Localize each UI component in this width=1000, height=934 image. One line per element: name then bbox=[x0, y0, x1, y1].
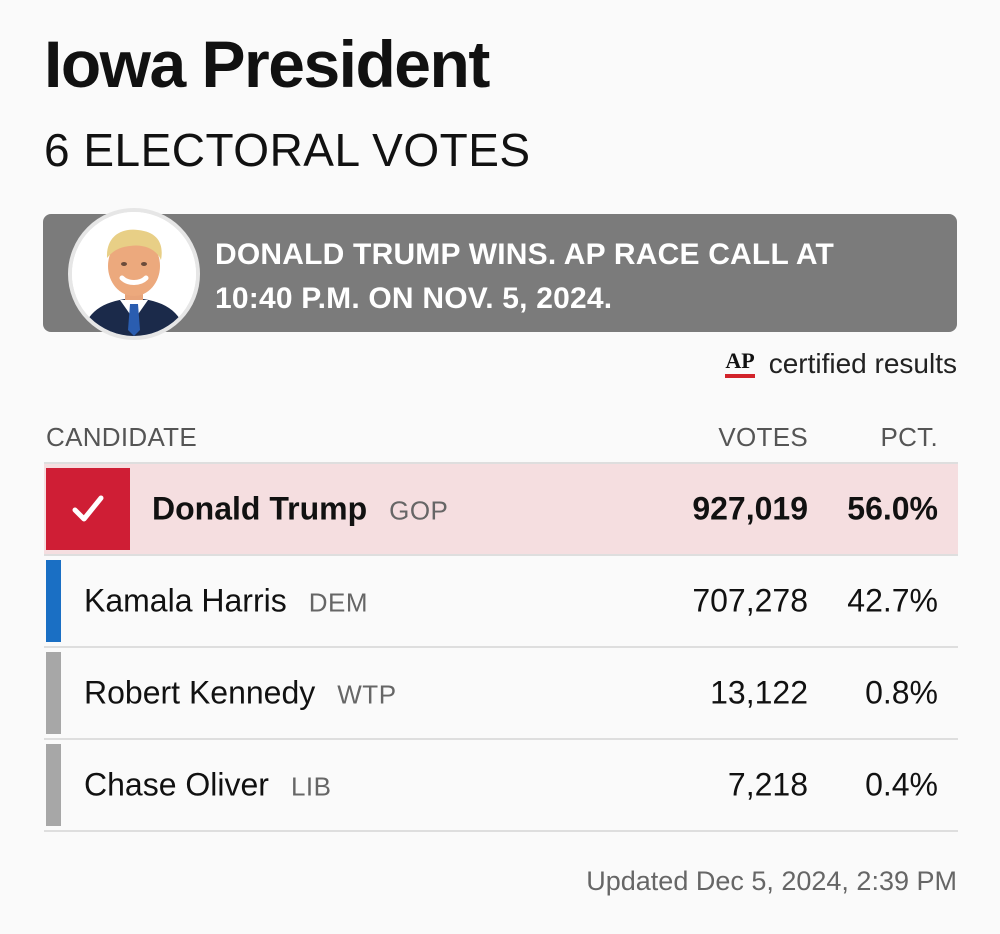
pct-column-header: PCT. bbox=[880, 422, 938, 452]
party-label: LIB bbox=[290, 771, 332, 802]
candidate-name-cell: Chase Oliver LIB bbox=[84, 767, 331, 804]
candidate-name: Donald Trump bbox=[152, 490, 368, 527]
winner-check-marker bbox=[46, 468, 130, 550]
table-row-oliver: Chase Oliver LIB 7,218 0.4% bbox=[44, 740, 958, 832]
table-row-kennedy: Robert Kennedy WTP 13,122 0.8% bbox=[44, 648, 958, 740]
party-label: GOP bbox=[389, 495, 449, 526]
candidate-name: Chase Oliver bbox=[84, 766, 269, 803]
votes-column-header: VOTES bbox=[718, 422, 808, 452]
candidate-name-cell: Robert Kennedy WTP bbox=[84, 675, 397, 712]
vote-count: 927,019 bbox=[692, 490, 808, 527]
candidate-name-cell: Donald Trump GOP bbox=[152, 491, 448, 528]
ap-logo: AP bbox=[725, 350, 756, 378]
updated-timestamp: Updated Dec 5, 2024, 2:39 PM bbox=[586, 866, 957, 896]
vote-percent: 0.4% bbox=[865, 766, 938, 803]
candidate-photo-icon bbox=[72, 212, 196, 336]
party-color-bar bbox=[46, 560, 61, 642]
candidate-name: Kamala Harris bbox=[84, 582, 287, 619]
party-label: WTP bbox=[337, 679, 397, 710]
checkmark-icon bbox=[72, 495, 104, 522]
party-color-bar bbox=[46, 744, 61, 826]
certified-results: AP certified results bbox=[725, 344, 957, 384]
electoral-votes-subtitle: 6 ELECTORAL VOTES bbox=[44, 124, 531, 176]
table-row-trump: Donald Trump GOP 927,019 56.0% bbox=[44, 464, 958, 556]
vote-percent: 42.7% bbox=[847, 582, 938, 619]
vote-percent: 56.0% bbox=[847, 490, 938, 527]
vote-count: 7,218 bbox=[727, 766, 808, 803]
vote-percent: 0.8% bbox=[865, 674, 938, 711]
page-title: Iowa President bbox=[44, 27, 490, 101]
candidate-photo-avatar bbox=[68, 208, 200, 340]
race-call-text: DONALD TRUMP WINS. AP RACE CALL AT 10:40… bbox=[215, 238, 835, 315]
candidate-name-cell: Kamala Harris DEM bbox=[84, 583, 368, 620]
vote-count: 13,122 bbox=[710, 674, 808, 711]
candidate-name: Robert Kennedy bbox=[84, 674, 316, 711]
certified-results-label: certified results bbox=[768, 348, 957, 379]
party-color-bar bbox=[46, 652, 61, 734]
party-label: DEM bbox=[308, 587, 368, 618]
vote-count: 707,278 bbox=[692, 582, 808, 619]
table-row-harris: Kamala Harris DEM 707,278 42.7% bbox=[44, 556, 958, 648]
results-table: Donald Trump GOP 927,019 56.0% Kamala Har… bbox=[44, 462, 958, 832]
candidate-column-header: CANDIDATE bbox=[46, 422, 198, 452]
results-table-header: CANDIDATE VOTES PCT. bbox=[44, 422, 958, 456]
